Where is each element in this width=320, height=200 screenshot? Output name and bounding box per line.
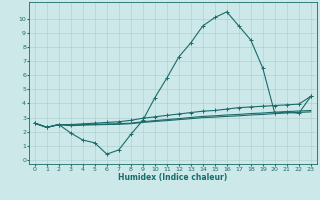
X-axis label: Humidex (Indice chaleur): Humidex (Indice chaleur) bbox=[118, 173, 228, 182]
